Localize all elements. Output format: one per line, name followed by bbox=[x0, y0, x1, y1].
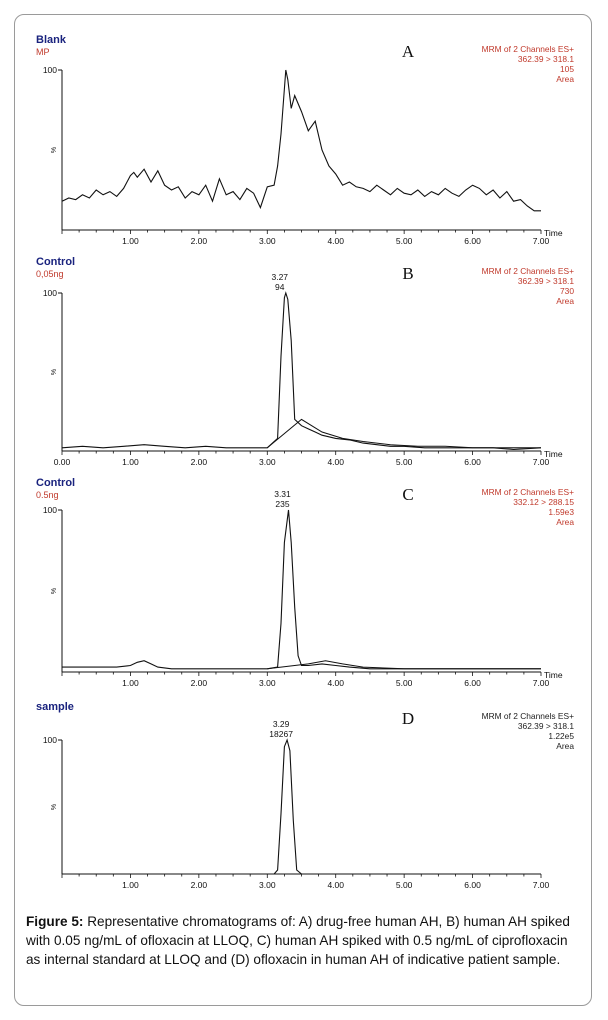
x-tick-label: 2.00 bbox=[191, 880, 208, 890]
caption-label: Figure 5: bbox=[26, 914, 84, 929]
info-line: 332.12 > 288.15 bbox=[513, 497, 574, 507]
secondary-trace bbox=[266, 418, 541, 449]
x-tick-label: 6.00 bbox=[464, 678, 481, 688]
chromatogram-trace bbox=[62, 738, 541, 875]
x-tick-label: 7.00 bbox=[533, 678, 550, 688]
y-axis-label: % bbox=[51, 804, 58, 810]
chromatogram-trace bbox=[62, 509, 541, 670]
x-axis-label: Time bbox=[544, 449, 563, 459]
peak-label: 3.27 bbox=[271, 272, 288, 282]
peak-label: 94 bbox=[275, 282, 285, 292]
peak-label: 235 bbox=[275, 499, 289, 509]
x-tick-label: 7.00 bbox=[533, 880, 550, 890]
panel-title: Control bbox=[36, 256, 75, 268]
x-tick-label: 7.00 bbox=[533, 236, 550, 246]
y-tick-label: 100 bbox=[43, 288, 57, 298]
x-tick-label: 1.00 bbox=[122, 236, 139, 246]
info-line: 362.39 > 318.1 bbox=[518, 54, 574, 64]
y-tick-label: 100 bbox=[43, 735, 57, 745]
x-tick-label: 4.00 bbox=[327, 457, 344, 467]
info-line: 730 bbox=[560, 286, 574, 296]
info-line: MRM of 2 Channels ES+ bbox=[482, 711, 575, 721]
panel-title: sample bbox=[36, 701, 74, 713]
y-tick-label: 100 bbox=[43, 505, 57, 515]
panel-letter: B bbox=[402, 264, 413, 283]
x-tick-label: 5.00 bbox=[396, 678, 413, 688]
x-tick-label: 3.00 bbox=[259, 678, 276, 688]
info-line: Area bbox=[556, 517, 574, 527]
x-tick-label: 3.00 bbox=[259, 236, 276, 246]
x-tick-label: 7.00 bbox=[533, 457, 550, 467]
x-tick-label: 4.00 bbox=[327, 678, 344, 688]
info-line: Area bbox=[556, 74, 574, 84]
x-tick-label: 3.00 bbox=[259, 880, 276, 890]
panel-letter: D bbox=[402, 709, 414, 728]
x-tick-label: 5.00 bbox=[396, 457, 413, 467]
x-tick-label: 2.00 bbox=[191, 457, 208, 467]
panel-subtitle: MP bbox=[36, 47, 50, 57]
panel-title: Blank bbox=[36, 34, 67, 46]
y-axis-label: % bbox=[51, 369, 58, 375]
info-line: Area bbox=[556, 741, 574, 751]
y-axis-label: % bbox=[51, 147, 58, 153]
y-tick-label: 100 bbox=[43, 65, 57, 75]
caption-text: Representative chromatograms of: A) drug… bbox=[26, 914, 570, 967]
x-tick-label: 6.00 bbox=[464, 880, 481, 890]
x-tick-label: 3.00 bbox=[259, 457, 276, 467]
panel-subtitle: 0.5ng bbox=[36, 490, 59, 500]
peak-label: 3.31 bbox=[274, 489, 291, 499]
x-tick-label: 1.00 bbox=[122, 678, 139, 688]
x-tick-label: 1.00 bbox=[122, 880, 139, 890]
x-tick-label: 6.00 bbox=[464, 457, 481, 467]
info-line: MRM of 2 Channels ES+ bbox=[482, 487, 575, 497]
info-line: MRM of 2 Channels ES+ bbox=[482, 44, 575, 54]
panel-title: Control bbox=[36, 477, 75, 489]
chromatogram-trace bbox=[61, 69, 541, 212]
info-line: 105 bbox=[560, 64, 574, 74]
x-tick-label: 5.00 bbox=[396, 236, 413, 246]
info-line: 1.22e5 bbox=[548, 731, 574, 741]
x-tick-label: 2.00 bbox=[191, 678, 208, 688]
info-line: 362.39 > 318.1 bbox=[518, 721, 574, 731]
x-tick-label: 0.00 bbox=[54, 457, 71, 467]
x-axis-label: Time bbox=[544, 228, 563, 238]
info-line: Area bbox=[556, 296, 574, 306]
figure-caption: Figure 5: Representative chromatograms o… bbox=[26, 912, 582, 969]
x-tick-label: 2.00 bbox=[191, 236, 208, 246]
peak-label: 3.29 bbox=[273, 719, 290, 729]
peak-label: 18267 bbox=[269, 729, 293, 739]
x-axis-label: Time bbox=[544, 670, 563, 680]
figure-frame bbox=[14, 14, 592, 1006]
info-line: 362.39 > 318.1 bbox=[518, 276, 574, 286]
info-line: MRM of 2 Channels ES+ bbox=[482, 266, 575, 276]
chromatogram-trace bbox=[61, 291, 542, 450]
x-tick-label: 4.00 bbox=[327, 236, 344, 246]
panel-letter: A bbox=[402, 42, 415, 61]
x-tick-label: 6.00 bbox=[464, 236, 481, 246]
panel-subtitle: 0,05ng bbox=[36, 269, 64, 279]
x-tick-label: 1.00 bbox=[122, 457, 139, 467]
panel-letter: C bbox=[402, 485, 413, 504]
x-tick-label: 4.00 bbox=[327, 880, 344, 890]
y-axis-label: % bbox=[51, 588, 58, 594]
x-tick-label: 5.00 bbox=[396, 880, 413, 890]
secondary-trace bbox=[267, 660, 541, 670]
info-line: 1.59e3 bbox=[548, 507, 574, 517]
